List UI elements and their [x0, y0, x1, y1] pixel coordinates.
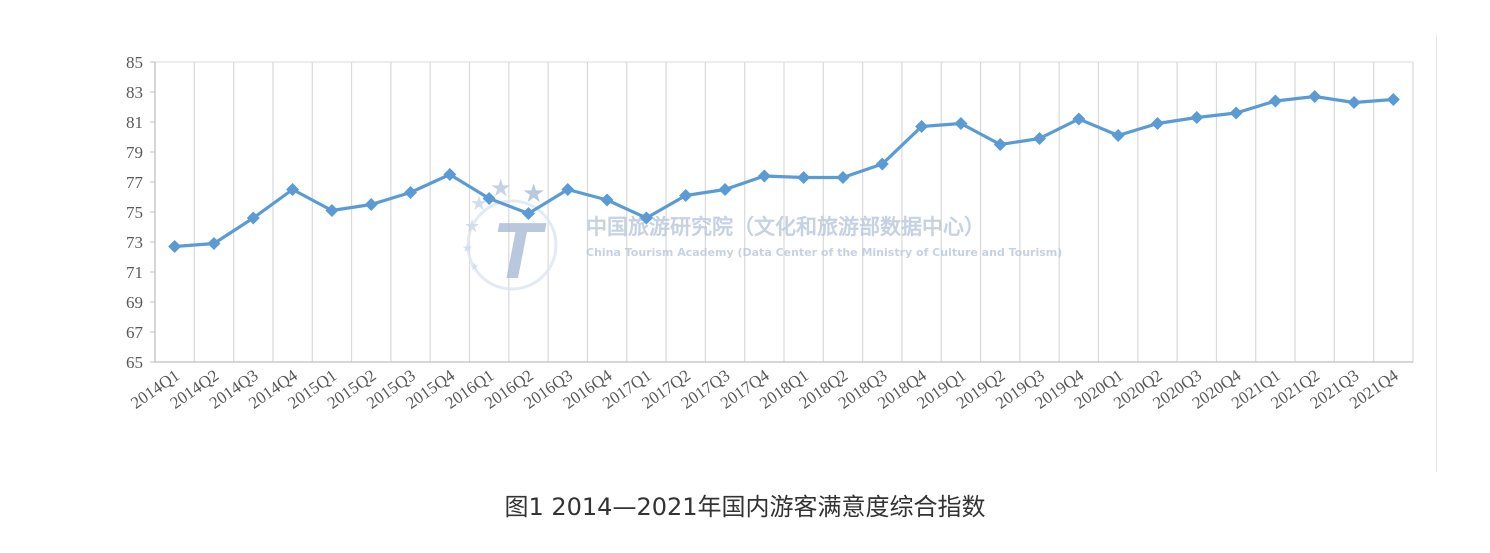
data-point: [600, 193, 614, 207]
data-point: [993, 138, 1007, 151]
star-icon: ★: [470, 191, 488, 215]
data-point: [1268, 94, 1282, 108]
watermark: ★ ★ ★ ★ ★ ★ T 中国旅游研究院（文化和旅游部数据中心） China …: [462, 174, 1062, 295]
data-point: [1111, 129, 1125, 142]
y-tick-label: 71: [126, 263, 143, 282]
data-point: [797, 171, 811, 184]
data-point: [561, 183, 575, 196]
star-icon: ★: [470, 262, 479, 273]
data-point: [521, 207, 535, 220]
y-tick-label: 77: [126, 173, 144, 192]
watermark-logo-icon: ★ ★ ★ ★ ★ ★ T: [462, 174, 558, 295]
data-point: [1190, 111, 1204, 124]
data-point: [325, 204, 339, 217]
y-tick-label: 79: [126, 143, 143, 162]
data-point: [1386, 93, 1400, 106]
star-icon: ★: [490, 174, 512, 202]
y-tick-label: 67: [126, 323, 144, 342]
y-tick-label: 73: [126, 233, 143, 252]
data-point: [404, 186, 418, 199]
y-tick-label: 81: [126, 113, 143, 132]
star-icon: ★: [464, 216, 480, 237]
y-tick-label: 85: [126, 53, 143, 72]
watermark-logo-letter: T: [492, 206, 547, 295]
data-point: [286, 183, 300, 196]
y-tick-label: 83: [126, 83, 143, 102]
data-point: [757, 169, 771, 183]
chart-caption: 图1 2014—2021年国内游客满意度综合指数: [504, 493, 986, 521]
data-point: [364, 198, 378, 211]
data-point: [1347, 96, 1361, 109]
watermark-english-text: China Tourism Academy (Data Center of th…: [586, 246, 1062, 259]
grid-lines: [154, 61, 1414, 362]
data-point: [954, 117, 968, 130]
data-point: [482, 192, 496, 205]
star-icon: ★: [462, 241, 473, 255]
data-point: [1308, 90, 1322, 103]
data-point: [875, 157, 889, 171]
data-point: [1150, 117, 1164, 130]
data-point: [1033, 132, 1047, 145]
data-point: [639, 211, 653, 225]
series-layer: [168, 90, 1400, 253]
y-tick-label: 75: [126, 203, 143, 222]
series-line: [174, 94, 1394, 249]
data-point: [915, 120, 929, 133]
data-point: [836, 171, 850, 184]
data-point: [207, 237, 221, 250]
y-tick-label: 65: [126, 353, 143, 372]
data-point: [679, 189, 693, 202]
data-point: [718, 183, 732, 196]
data-point: [1072, 112, 1086, 126]
frame-rule: [1436, 35, 1437, 472]
star-icon: ★: [522, 179, 545, 209]
data-point: [1229, 106, 1243, 120]
watermark-chinese-text: 中国旅游研究院（文化和旅游部数据中心）: [586, 215, 985, 239]
data-point: [443, 168, 457, 181]
y-tick-label: 69: [126, 293, 143, 312]
data-point: [246, 211, 260, 225]
data-point: [168, 240, 182, 253]
